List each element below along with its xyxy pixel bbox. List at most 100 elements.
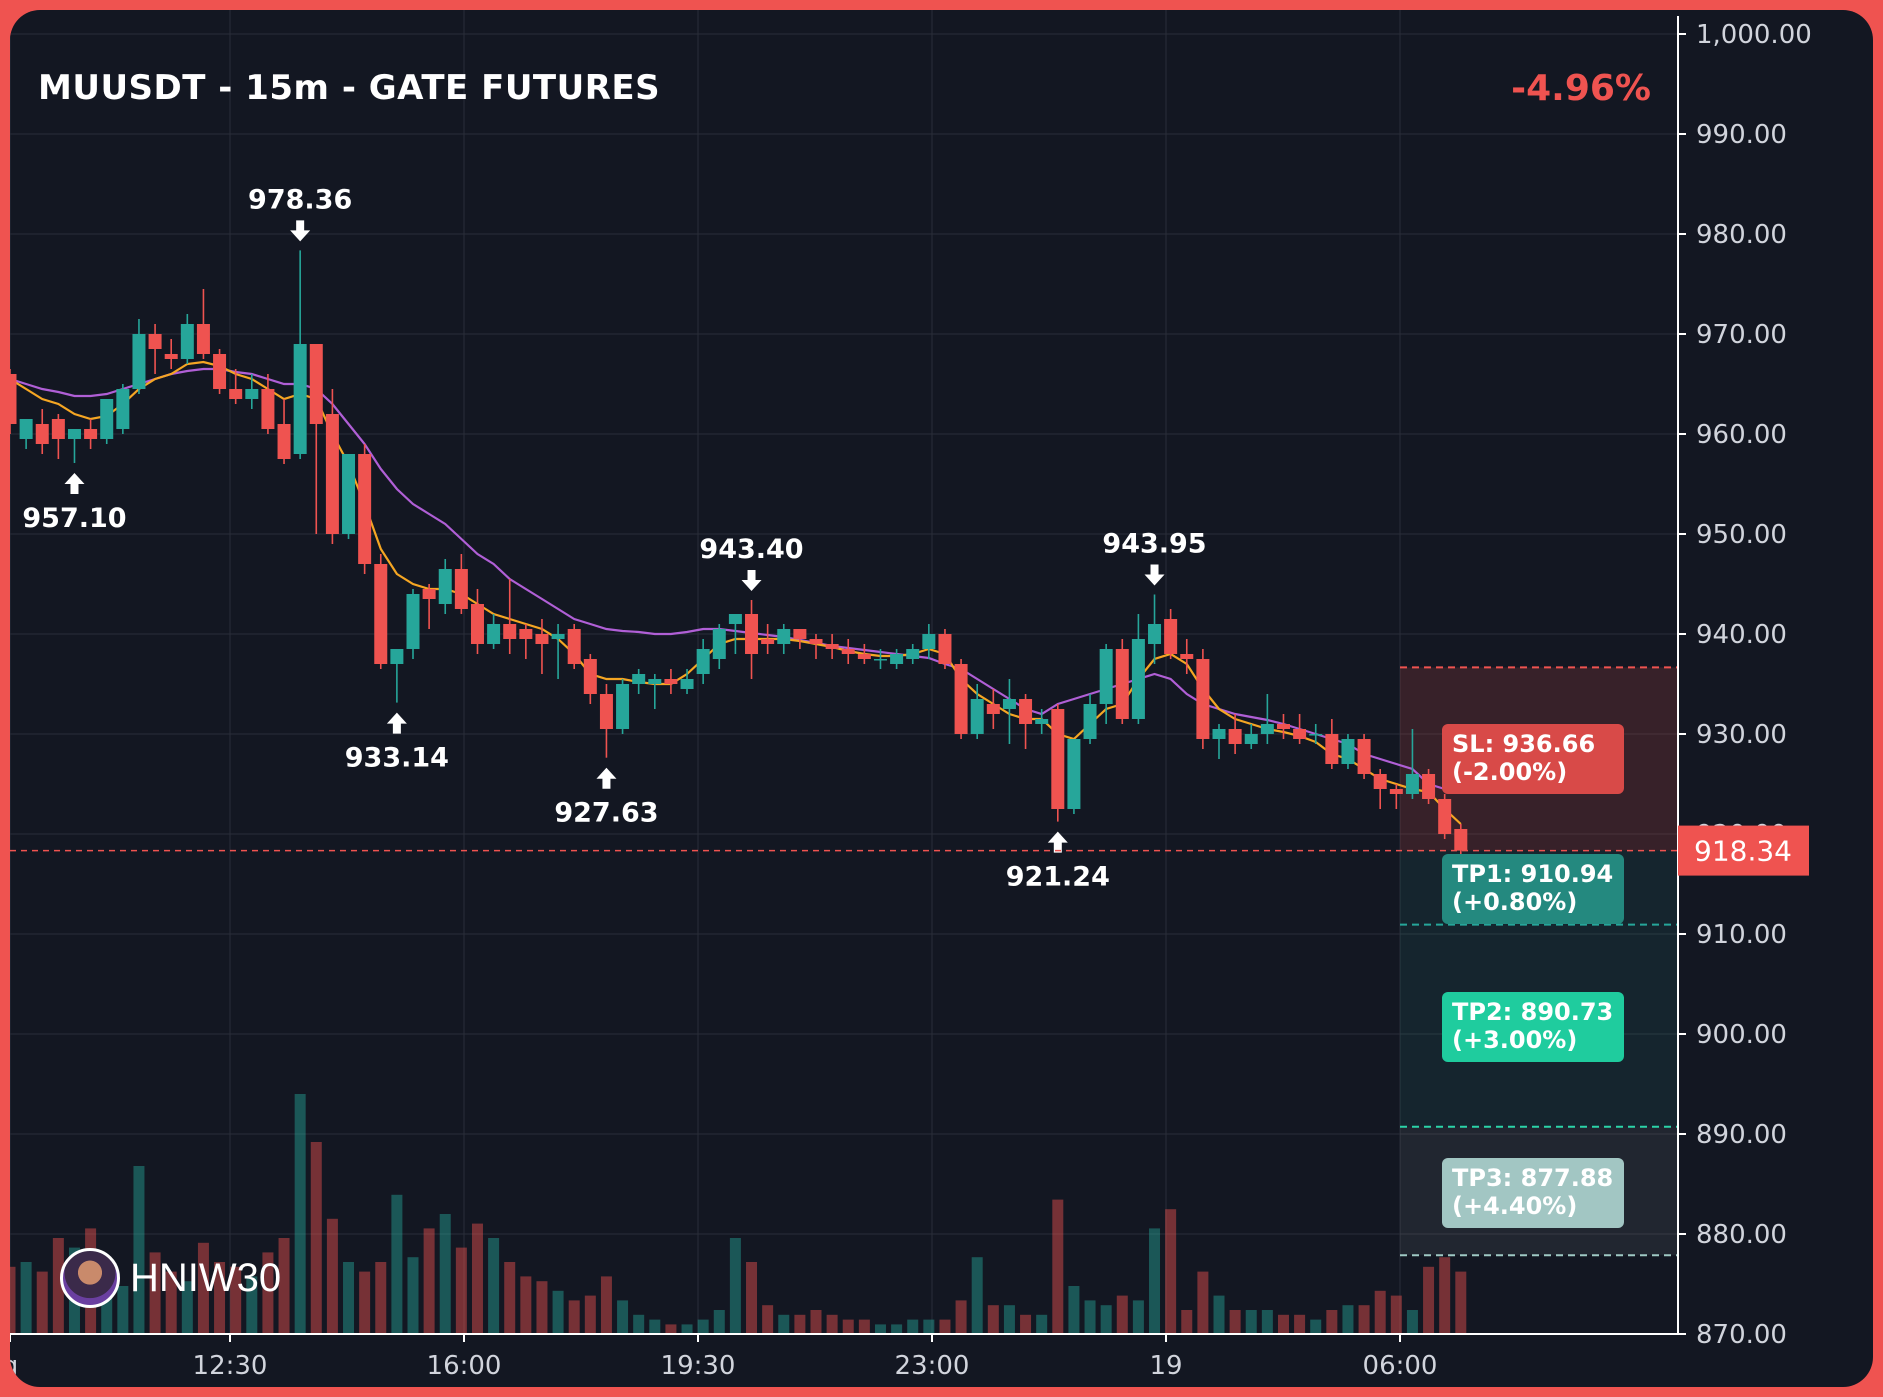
volume-bar	[391, 1194, 403, 1334]
volume-bar	[858, 1319, 870, 1334]
candle-body	[825, 644, 839, 649]
tp1-label-bg	[1442, 854, 1624, 924]
candle-body	[1196, 659, 1210, 739]
volume-bar	[1455, 1271, 1467, 1334]
low-arrow-icon	[1047, 831, 1068, 853]
volume-bar	[423, 1228, 435, 1334]
candle-body	[261, 389, 275, 429]
candle-body	[1035, 719, 1049, 724]
time-tick-label: 06:00	[1363, 1351, 1438, 1381]
candle-body	[873, 659, 887, 661]
high-label: 978.36	[248, 184, 352, 215]
candle-body	[374, 564, 388, 664]
volume-bar	[826, 1314, 838, 1334]
volume-bar	[1084, 1300, 1096, 1334]
candle-body	[1131, 639, 1145, 719]
current-price-tag-text: 918.34	[1694, 835, 1792, 868]
time-tick-label: 16:00	[427, 1351, 502, 1381]
low-label: 921.24	[1006, 862, 1110, 893]
high-label: 943.95	[1102, 529, 1206, 560]
candle-body	[1357, 739, 1371, 774]
volume-bar	[697, 1319, 709, 1334]
candle-body	[213, 354, 227, 389]
tp2-label-text: TP2: 890.73	[1452, 998, 1613, 1026]
candle-body	[664, 679, 678, 684]
candle-body	[906, 649, 920, 659]
candle-body	[1099, 649, 1113, 704]
candle-body	[1212, 729, 1226, 739]
volume-bar	[552, 1290, 564, 1334]
price-tick-label: 930.00	[1696, 720, 1787, 750]
volume-bar	[165, 1271, 177, 1334]
volume-bar	[375, 1262, 387, 1334]
volume-bar	[10, 1266, 16, 1334]
tp2-label-pct: (+3.00%)	[1452, 1026, 1577, 1054]
candle-body	[680, 679, 694, 689]
volume-bar	[536, 1281, 548, 1334]
candle-body	[841, 649, 855, 654]
tp3-label-pct: (+4.40%)	[1452, 1192, 1577, 1220]
time-tick-label: 23:00	[895, 1351, 970, 1381]
watermark-label: HNIW30	[130, 1255, 282, 1300]
volume-bar	[1277, 1314, 1289, 1334]
candle-body	[1309, 734, 1323, 736]
candle-body	[712, 629, 726, 659]
candle-body	[487, 624, 501, 644]
volume-bar	[1100, 1305, 1112, 1334]
volume-bar	[568, 1300, 580, 1334]
sl-label: SL: 936.66(-2.00%)	[1442, 724, 1624, 794]
volume-bar	[1052, 1199, 1064, 1334]
tp1-label-pct: (+0.80%)	[1452, 888, 1577, 916]
candle-body	[1148, 624, 1162, 644]
volume-bar	[1020, 1314, 1032, 1334]
candle-body	[809, 639, 823, 644]
ema-slow-line	[10, 367, 1446, 791]
volume-bar	[1197, 1271, 1209, 1334]
candle-body	[793, 629, 807, 639]
volume-bar	[117, 1286, 129, 1334]
candle-body	[1325, 734, 1339, 764]
volume-bar	[197, 1242, 209, 1334]
candle-body	[1293, 729, 1307, 739]
volume-bar	[842, 1319, 854, 1334]
candle-body	[616, 684, 630, 729]
candle-body	[632, 674, 646, 684]
sl-label-bg	[1442, 724, 1624, 794]
volume-bar	[1294, 1314, 1306, 1334]
avatar-icon	[60, 1248, 120, 1308]
candle-body	[986, 704, 1000, 714]
candle-body	[67, 429, 81, 439]
price-tick-label: 910.00	[1696, 920, 1787, 950]
candle-body	[470, 604, 484, 644]
candle-body	[390, 649, 404, 664]
candle-body	[180, 324, 194, 359]
time-tick-label: g	[10, 1351, 18, 1381]
volume-bar	[939, 1319, 951, 1334]
volume-bar	[681, 1324, 693, 1334]
volume-bar	[778, 1314, 790, 1334]
volume-bar	[1423, 1266, 1435, 1334]
candle-body	[422, 589, 436, 599]
tp1-label-text: TP1: 910.94	[1452, 860, 1613, 888]
volume-bar	[36, 1271, 48, 1334]
volume-bar	[1068, 1286, 1080, 1334]
candle-body	[535, 634, 549, 644]
candle-body	[696, 649, 710, 674]
volume-bar	[439, 1214, 451, 1334]
volume-bar	[262, 1252, 274, 1334]
candle-body	[938, 634, 952, 664]
volume-bar	[1358, 1305, 1370, 1334]
candle-body	[1405, 774, 1419, 794]
candle-body	[1438, 799, 1452, 834]
volume-bar	[1390, 1295, 1402, 1334]
chart-canvas[interactable]: 957.10 978.36 933.14 927.63 943.40 921.24 943.…	[10, 10, 1873, 1387]
candle-body	[1373, 774, 1387, 789]
price-tick-label: 1,000.00	[1696, 20, 1812, 50]
volume-bar	[665, 1324, 677, 1334]
volume-bar	[504, 1262, 516, 1334]
volume-bar	[133, 1166, 145, 1334]
ema-fast-line	[10, 360, 1462, 825]
volume-bar	[1310, 1319, 1322, 1334]
price-tick-label: 880.00	[1696, 1220, 1787, 1250]
chart-title: MUUSDT - 15m - GATE FUTURES	[38, 68, 661, 108]
